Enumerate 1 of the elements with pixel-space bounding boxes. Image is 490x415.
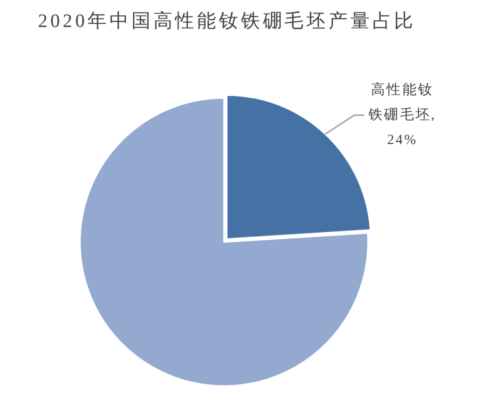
title: 2020年中国高性能钕铁硼毛坯产量占比 — [38, 10, 416, 34]
